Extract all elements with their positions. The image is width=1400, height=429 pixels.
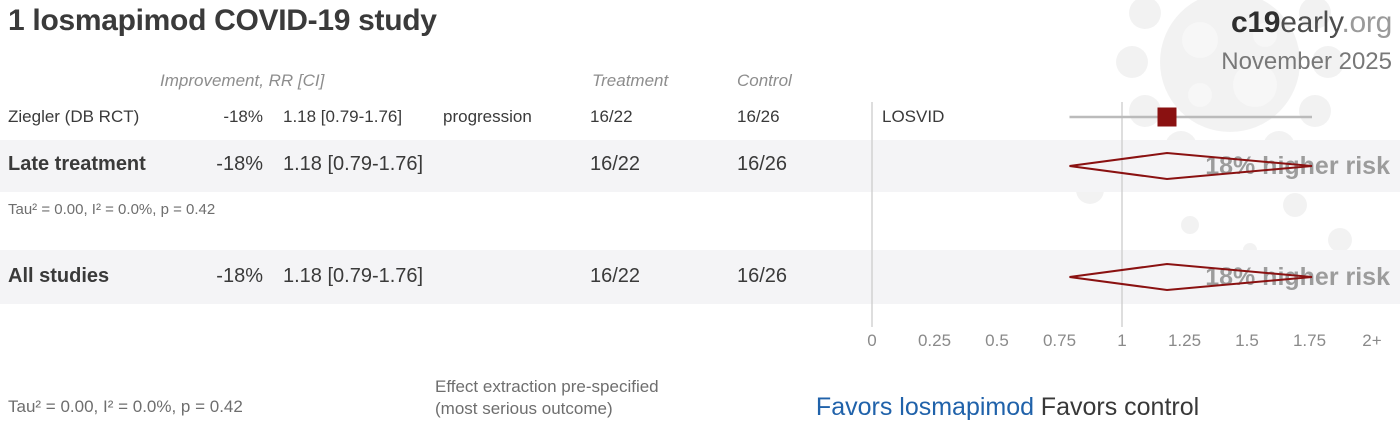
brand-logo[interactable]: c19early.org bbox=[1231, 6, 1392, 40]
column-header-control: Control bbox=[737, 71, 792, 90]
all-effect-annotation: 18% higher risk bbox=[1205, 263, 1390, 291]
study-trial-tag: LOSVID bbox=[882, 107, 945, 126]
brand-bold-part: c19 bbox=[1231, 6, 1281, 39]
study-control-events: 16/26 bbox=[737, 107, 780, 126]
all-studies-label: All studies bbox=[8, 265, 110, 287]
brand-tld-part: .org bbox=[1341, 6, 1393, 39]
late-treatment-events: 16/22 bbox=[590, 153, 641, 175]
report-date: November 2025 bbox=[1221, 48, 1392, 75]
late-heterogeneity-stats: Tau² = 0.00, I² = 0.0%, p = 0.42 bbox=[8, 201, 216, 218]
late-improvement-value: -18% bbox=[216, 153, 263, 175]
brand-name-part: early bbox=[1280, 6, 1342, 39]
column-header-improvement: Improvement, RR [CI] bbox=[160, 71, 325, 90]
study-improvement-value: -18% bbox=[223, 107, 263, 126]
late-treatment-label: Late treatment bbox=[8, 153, 146, 175]
late-effect-annotation: 18% higher risk bbox=[1205, 152, 1390, 180]
study-treatment-events: 16/22 bbox=[590, 107, 633, 126]
axis-tick-label: 1 bbox=[1117, 331, 1127, 350]
all-rr-ci-value: 1.18 [0.79-1.76] bbox=[283, 265, 424, 287]
late-rr-ci-value: 1.18 [0.79-1.76] bbox=[283, 153, 424, 175]
page-title: 1 losmapimod COVID-19 study bbox=[8, 4, 437, 37]
axis-tick-label: 1.5 bbox=[1235, 331, 1259, 350]
study-rr-ci-value: 1.18 [0.79-1.76] bbox=[283, 107, 403, 126]
all-control-events: 16/26 bbox=[737, 265, 788, 287]
favors-treatment-label: Favors losmapimod bbox=[815, 393, 1035, 421]
column-header-treatment: Treatment bbox=[592, 71, 669, 90]
point-estimate-square bbox=[1157, 107, 1177, 127]
favors-control-label: Favors control bbox=[1040, 393, 1200, 421]
all-treatment-events: 16/22 bbox=[590, 265, 641, 287]
late-control-events: 16/26 bbox=[737, 153, 788, 175]
study-outcome: progression bbox=[443, 107, 532, 126]
axis-tick-label: 0.75 bbox=[1042, 331, 1077, 350]
effect-extraction-note: Effect extraction pre-specified (most se… bbox=[435, 376, 659, 420]
effect-extraction-line1: Effect extraction pre-specified bbox=[435, 377, 659, 396]
footer-heterogeneity-stats: Tau² = 0.00, I² = 0.0%, p = 0.42 bbox=[8, 397, 243, 416]
axis-tick-label: 2+ bbox=[1362, 331, 1382, 350]
effect-extraction-line2: (most serious outcome) bbox=[435, 399, 613, 418]
axis-tick-label: 0.25 bbox=[917, 331, 952, 350]
axis-tick-label: 0 bbox=[867, 331, 877, 350]
axis-tick-label: 0.5 bbox=[985, 331, 1009, 350]
all-improvement-value: -18% bbox=[216, 265, 263, 287]
axis-tick-label: 1.25 bbox=[1167, 331, 1202, 350]
axis-tick-label: 1.75 bbox=[1292, 331, 1327, 350]
study-name: Ziegler (DB RCT) bbox=[8, 107, 140, 126]
